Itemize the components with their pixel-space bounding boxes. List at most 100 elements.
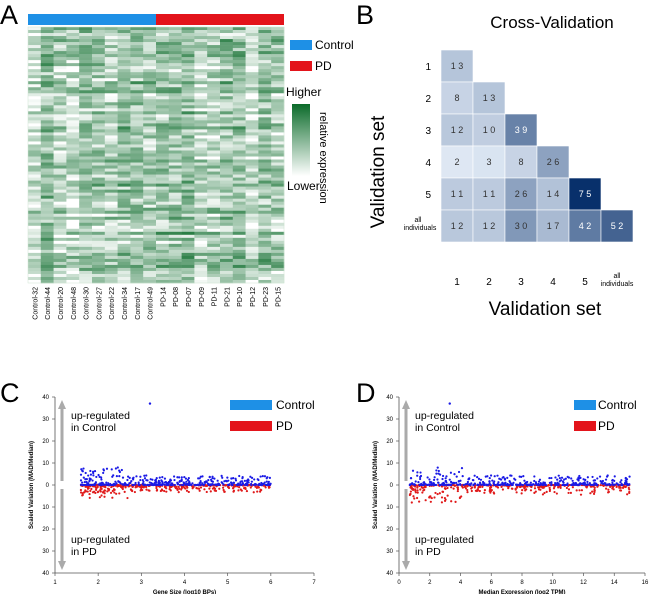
- heatmap-cell: [143, 114, 157, 118]
- heatmap-cell: [40, 66, 54, 70]
- point-control: [211, 483, 215, 486]
- point-pd: [410, 501, 413, 504]
- heatmap-cell: [92, 213, 106, 218]
- heatmap-cell: [220, 255, 234, 260]
- heatmap-cell: [92, 252, 106, 257]
- heatmap-cell: [207, 93, 221, 97]
- heatmap-cell: [92, 228, 106, 233]
- cv-cell-label: 7 5: [579, 189, 592, 199]
- heatmap-cell: [194, 123, 208, 127]
- heatmap-cell: [28, 132, 42, 136]
- point-control: [605, 475, 609, 478]
- point-control: [135, 475, 138, 478]
- heatmap-cell: [143, 156, 157, 160]
- heatmap-cell: [117, 135, 131, 139]
- heatmap-cell: [168, 81, 182, 85]
- heatmap-cell: [28, 75, 42, 79]
- heatmap-cell: [92, 201, 106, 205]
- heatmap-cell: [232, 213, 246, 218]
- heatmap-cell: [232, 159, 246, 163]
- point-pd: [100, 494, 103, 497]
- point-control: [83, 480, 86, 484]
- cv-col-tick-all: all: [613, 273, 620, 280]
- heatmap-cell: [194, 27, 208, 31]
- heatmap-cell: [220, 228, 234, 233]
- heatmap-cell: [117, 147, 131, 151]
- heatmap-cell: [143, 39, 157, 43]
- cv-cell-label: 1 1: [451, 189, 464, 199]
- heatmap-cell: [104, 93, 118, 97]
- heatmap-cell: [194, 111, 208, 115]
- heatmap-cell: [181, 138, 195, 142]
- heatmap-cell: [271, 117, 285, 121]
- heatmap-cell: [181, 63, 195, 67]
- heatmap-cell: [66, 78, 80, 82]
- heatmap-cell: [258, 150, 272, 154]
- heatmap-cell: [245, 81, 259, 85]
- heatmap-cell: [92, 195, 106, 199]
- heatmap-cell: [168, 120, 182, 124]
- heatmap-cell: [104, 117, 118, 121]
- cv-row-tick: 3: [425, 126, 431, 137]
- point-control: [550, 476, 553, 480]
- heatmap-cell: [130, 75, 144, 79]
- point-control: [624, 479, 627, 482]
- heatmap-cell: [40, 171, 54, 175]
- point-pd: [155, 486, 158, 490]
- heatmap-cell: [271, 51, 285, 55]
- heatmap-cell: [168, 111, 182, 115]
- heatmap-cell: [104, 249, 118, 254]
- heatmap-cell: [232, 198, 246, 202]
- heatmap-cell: [79, 51, 93, 55]
- point-control: [455, 475, 458, 478]
- heatmap-cell: [66, 114, 80, 118]
- heatmap-cell: [104, 258, 118, 263]
- heatmap-cell: [104, 108, 118, 112]
- heatmap-cell: [40, 264, 54, 269]
- point-pd: [501, 488, 504, 491]
- heatmap-cell: [66, 240, 80, 245]
- heatmap-cell: [232, 105, 246, 109]
- heatmap-cell: [104, 126, 118, 130]
- point-control: [418, 483, 421, 486]
- heatmap-cell: [232, 138, 246, 142]
- heatmap-cell: [258, 123, 272, 127]
- heatmap-cell: [245, 177, 259, 181]
- heatmap-cell: [130, 60, 144, 64]
- heatmap-cell: [117, 132, 131, 136]
- heatmap-cell: [117, 279, 131, 284]
- heatmap-cell: [156, 99, 170, 103]
- heatmap-cell: [53, 198, 67, 202]
- heatmap-cell: [232, 171, 246, 175]
- point-pd: [221, 486, 225, 489]
- heatmap-cell: [258, 216, 272, 221]
- point-control: [624, 482, 627, 486]
- heatmap-cell: [207, 108, 221, 112]
- cv-cell-label: 3 0: [515, 221, 528, 231]
- heatmap-cell: [79, 183, 93, 187]
- heatmap-cell: [271, 93, 285, 97]
- heatmap-cell: [117, 174, 131, 178]
- x-tick-label: 0: [397, 580, 401, 586]
- sample-label: PD-09: [199, 287, 206, 307]
- heatmap-cell: [207, 141, 221, 145]
- heatmap-cell: [79, 147, 93, 151]
- heatmap-cell: [143, 222, 157, 227]
- heatmap-cell: [181, 168, 195, 172]
- heatmap-cell: [92, 63, 106, 67]
- point-control: [107, 482, 110, 485]
- heatmap-cell: [40, 141, 54, 145]
- heatmap-cell: [92, 69, 106, 73]
- heatmap-cell: [194, 240, 208, 245]
- heatmap-cell: [271, 204, 285, 208]
- heatmap-cell: [232, 216, 246, 221]
- point-control: [435, 469, 438, 472]
- cv-cell: [504, 177, 538, 211]
- heatmap-cell: [40, 120, 54, 124]
- point-pd: [208, 487, 211, 490]
- heatmap-cell: [104, 210, 118, 215]
- heatmap-cell: [130, 126, 144, 130]
- heatmap-cell: [130, 180, 144, 184]
- heatmap-cell: [220, 261, 234, 266]
- heatmap-cell: [168, 213, 182, 218]
